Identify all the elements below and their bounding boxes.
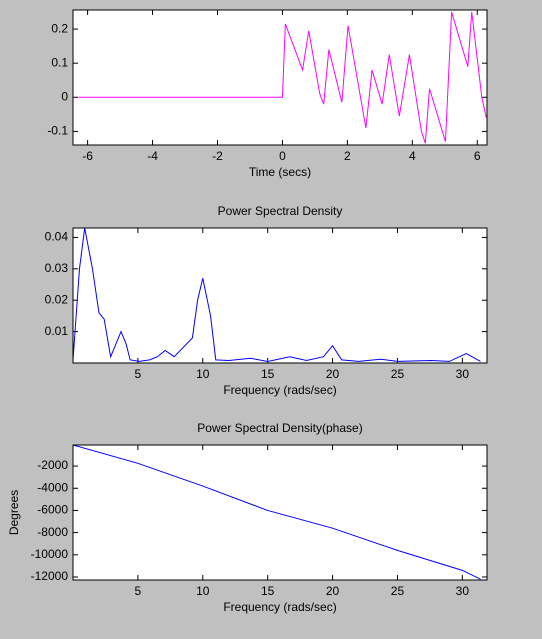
y-tick-label: 0.2 <box>51 21 68 35</box>
x-tick-label: 25 <box>391 367 405 381</box>
x-tick-label: 15 <box>261 367 275 381</box>
x-tick-label: 5 <box>135 584 142 598</box>
x-tick-label: 20 <box>326 367 340 381</box>
y-tick-label: 0.04 <box>45 230 69 244</box>
y-tick-label: -6000 <box>37 503 68 517</box>
y-tick-label: -2000 <box>37 458 68 472</box>
data-line <box>73 228 481 362</box>
axes-background <box>73 228 487 363</box>
x-tick-label: 10 <box>196 367 210 381</box>
x-tick-label: 6 <box>474 149 481 163</box>
x-tick-label: 10 <box>196 584 210 598</box>
x-tick-label: -2 <box>212 149 223 163</box>
y-tick-label: -8000 <box>37 525 68 539</box>
y-tick-label: -12000 <box>31 569 69 583</box>
x-tick-label: 15 <box>261 584 275 598</box>
y-tick-label: 0.03 <box>45 261 69 275</box>
axes-background <box>73 445 487 580</box>
x-tick-label: 30 <box>456 367 470 381</box>
x-tick-label: -6 <box>82 149 93 163</box>
y-tick-label: 0 <box>61 89 68 103</box>
x-tick-label: 2 <box>344 149 351 163</box>
axes-title: Power Spectral Density <box>218 204 343 218</box>
axes-frame <box>72 9 488 146</box>
x-tick-label: 0 <box>279 149 286 163</box>
x-axis-label: Frequency (rads/sec) <box>223 600 336 614</box>
axes-title: Power Spectral Density(phase) <box>197 421 362 435</box>
data-line <box>78 11 487 144</box>
x-axis-label: Frequency (rads/sec) <box>223 383 336 397</box>
axes-frame <box>72 227 488 364</box>
data-line <box>73 445 481 580</box>
y-axis-label: Degrees <box>7 490 21 535</box>
x-tick-label: -4 <box>147 149 158 163</box>
y-tick-label: 0.1 <box>51 55 68 69</box>
y-tick-label: -4000 <box>37 480 68 494</box>
x-axis-label: Time (secs) <box>249 165 311 179</box>
x-tick-label: 20 <box>326 584 340 598</box>
y-tick-label: -10000 <box>31 547 69 561</box>
axes-background <box>73 10 487 145</box>
x-tick-label: 4 <box>409 149 416 163</box>
axes-frame <box>72 444 488 581</box>
x-tick-label: 25 <box>391 584 405 598</box>
y-tick-label: 0.02 <box>45 292 69 306</box>
y-tick-label: 0.01 <box>45 324 69 338</box>
x-tick-label: 30 <box>456 584 470 598</box>
y-tick-label: -0.1 <box>47 124 68 138</box>
x-tick-label: 5 <box>135 367 142 381</box>
